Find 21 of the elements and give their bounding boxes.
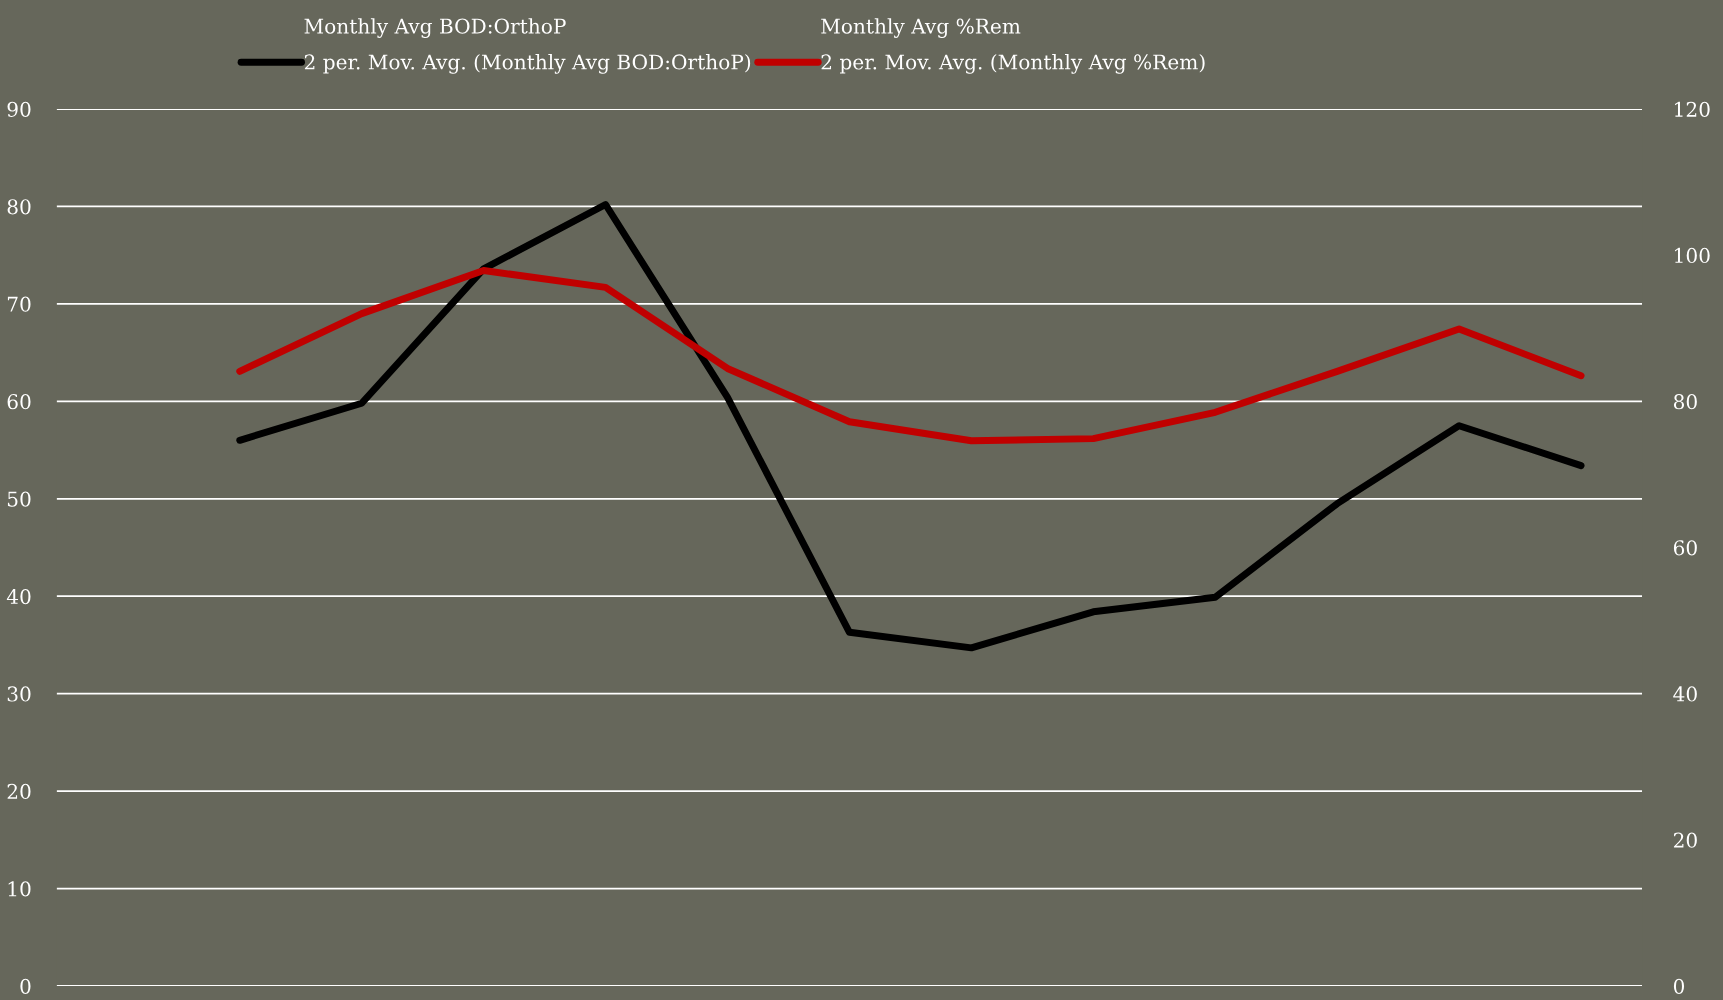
y2-tick-label: 80 (1673, 394, 1697, 410)
y2-tick-label: 120 (1675, 101, 1710, 117)
y2-tick-label: 60 (1673, 540, 1697, 556)
y-tick-label: 50 (7, 491, 31, 507)
text: Monthly Avg BOD:OrthoP (304, 18, 566, 38)
y2-tick-label: 40 (1673, 686, 1697, 702)
y-tick-label: 60 (7, 394, 31, 410)
legend-label: 2 per. Mov. Avg. (Monthly Avg BOD:OrthoP) (304, 54, 751, 74)
y2-tick-label: 0 (1673, 978, 1685, 994)
y-tick-label: 10 (8, 881, 31, 897)
y-tick-label: 90 (7, 101, 31, 117)
y-tick-label: 80 (7, 199, 31, 215)
y-tick-label: 40 (6, 588, 31, 605)
text: Monthly Avg %Rem (821, 18, 1021, 38)
y-tick-label: 20 (7, 783, 31, 800)
y-tick-label: 30 (7, 686, 31, 702)
y2-tick-label: 20 (1673, 832, 1697, 848)
y-tick-label: 0 (20, 978, 31, 994)
legend-label: 2 per. Mov. Avg. (Monthly Avg %Rem) (821, 54, 1205, 74)
y2-tick-label: 100 (1675, 247, 1710, 264)
y-tick-label: 70 (7, 296, 31, 312)
